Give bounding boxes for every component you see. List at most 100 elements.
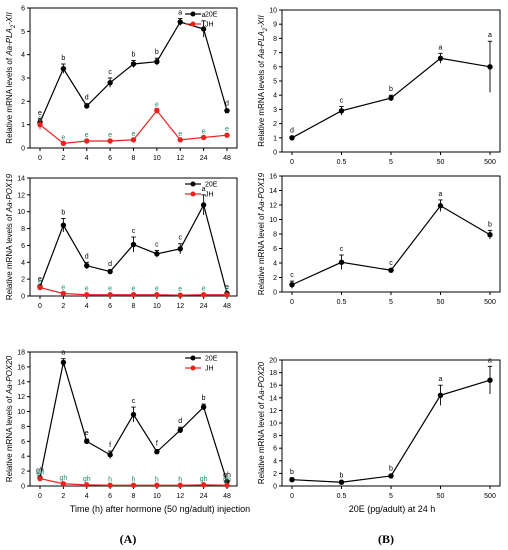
data-point [107, 482, 113, 488]
legend-marker [190, 191, 196, 197]
data-point [60, 359, 67, 366]
data-point [437, 392, 444, 398]
y-tick-label: 14 [269, 395, 277, 402]
significance-label: gh [36, 470, 44, 477]
data-point [130, 241, 137, 248]
legend-marker [190, 11, 196, 17]
x-tick-label: 4 [85, 303, 89, 310]
series-line [39, 21, 228, 123]
y-tick-label: 10 [269, 217, 277, 224]
data-point [154, 292, 160, 298]
y-tick-label: 18 [269, 370, 277, 377]
data-point [37, 284, 43, 291]
x-tick-label: 5 [389, 299, 393, 306]
y-tick-label: 8 [273, 433, 277, 440]
legend-marker [190, 21, 196, 27]
x-tick-label: 12 [176, 155, 184, 162]
series-20e: gh a e f c f d b gh [36, 350, 231, 485]
x-tick-label: 0 [290, 299, 294, 306]
data-point [200, 202, 207, 208]
x-tick-label: 500 [484, 159, 496, 166]
significance-label: e [225, 286, 229, 293]
data-point [37, 475, 43, 482]
y-tick-label: 4 [21, 454, 25, 461]
data-point [84, 438, 90, 445]
y-tick-label: 4 [273, 93, 277, 100]
x-tick-label: 6 [108, 155, 112, 162]
x-tick-label: 50 [437, 299, 445, 306]
x-tick-label: 500 [484, 493, 496, 500]
significance-label: b [389, 466, 393, 473]
data-point [177, 137, 183, 143]
x-tick-label: 8 [132, 155, 136, 162]
y-axis-label-prefix: Relative mRNA levels of [5, 394, 14, 482]
significance-label: c [155, 241, 159, 248]
y-axis-label-prefix: Relative mRNA level of [257, 211, 266, 295]
significance-label: d [85, 253, 89, 260]
legend: 20E JH [185, 181, 218, 199]
y-tick-label: 1 [21, 122, 25, 129]
y-axis-label-gene: Aa-POX19 [5, 173, 14, 213]
data-point [130, 137, 137, 143]
y-axis-label-gene: Aa-POX19 [257, 172, 266, 212]
y-tick-label: 16 [269, 174, 277, 181]
y-tick-label: 2 [273, 471, 277, 478]
data-point [84, 292, 90, 298]
y-tick-label: 2 [21, 469, 25, 476]
data-point [177, 19, 183, 25]
data-point [338, 479, 345, 485]
data-point [177, 292, 183, 298]
data-point [289, 282, 295, 288]
significance-label: h [178, 476, 182, 483]
data-point [289, 477, 295, 483]
y-axis-label: Relative mRNA levels of Aa-POX20 [5, 355, 14, 482]
chart-b2: 0 2 4 6 8 10 12 14 16 0 0.5 5 50 500 Relative mRNA lev… [257, 172, 501, 306]
y-tick-label: 2 [273, 275, 277, 282]
data-point [224, 107, 230, 114]
y-tick-label: 16 [269, 383, 277, 390]
y-tick-label: 0 [273, 150, 277, 157]
data-point [388, 267, 394, 273]
y-tick-label: 2 [21, 99, 25, 106]
y-axis-label: Relative mRNA levels of Aa-PLA2-XII [257, 15, 269, 147]
x-tick-label: 4 [85, 155, 89, 162]
y-tick-label: 5 [21, 29, 25, 36]
significance-label: a [439, 191, 443, 198]
significance-label: b [340, 473, 344, 480]
y-axis-label: Relative mRNA level of Aa-POX20 [257, 361, 266, 484]
significance-label: f [109, 442, 111, 449]
data-point [154, 449, 160, 455]
data-point [107, 292, 113, 298]
data-point [200, 404, 207, 410]
x-tick-label: 10 [153, 155, 161, 162]
significance-label: gh [223, 472, 231, 479]
x-tick-label: 24 [200, 493, 208, 500]
data-point [177, 427, 183, 433]
x-tick-label: 2 [61, 155, 65, 162]
significance-label: e [202, 286, 206, 293]
y-tick-label: 14 [17, 379, 25, 386]
x-axis-label-a: Time (h) after hormone (50 ng/adult) inj… [70, 504, 250, 514]
legend-marker [190, 365, 196, 371]
y-tick-label: 14 [269, 188, 277, 195]
data-point [437, 203, 444, 209]
significance-label: e [155, 286, 159, 293]
x-tick-label: 10 [153, 493, 161, 500]
x-tick-label: 5 [389, 493, 393, 500]
data-point [84, 138, 90, 144]
y-tick-label: 0 [21, 484, 25, 491]
y-axis-label-prefix: Relative mRNA levels of [5, 212, 14, 300]
y-tick-label: 6 [21, 439, 25, 446]
series-20e: e b d c b b a a d [37, 10, 230, 126]
significance-label: c [108, 69, 112, 76]
data-point [388, 95, 394, 101]
significance-label: gh [223, 476, 231, 483]
significance-label: d [108, 261, 112, 268]
data-point [60, 290, 67, 297]
y-tick-label: 4 [273, 261, 277, 268]
significance-label: b [132, 52, 136, 59]
y-tick-label: 8 [21, 226, 25, 233]
x-tick-label: 0.5 [337, 299, 347, 306]
